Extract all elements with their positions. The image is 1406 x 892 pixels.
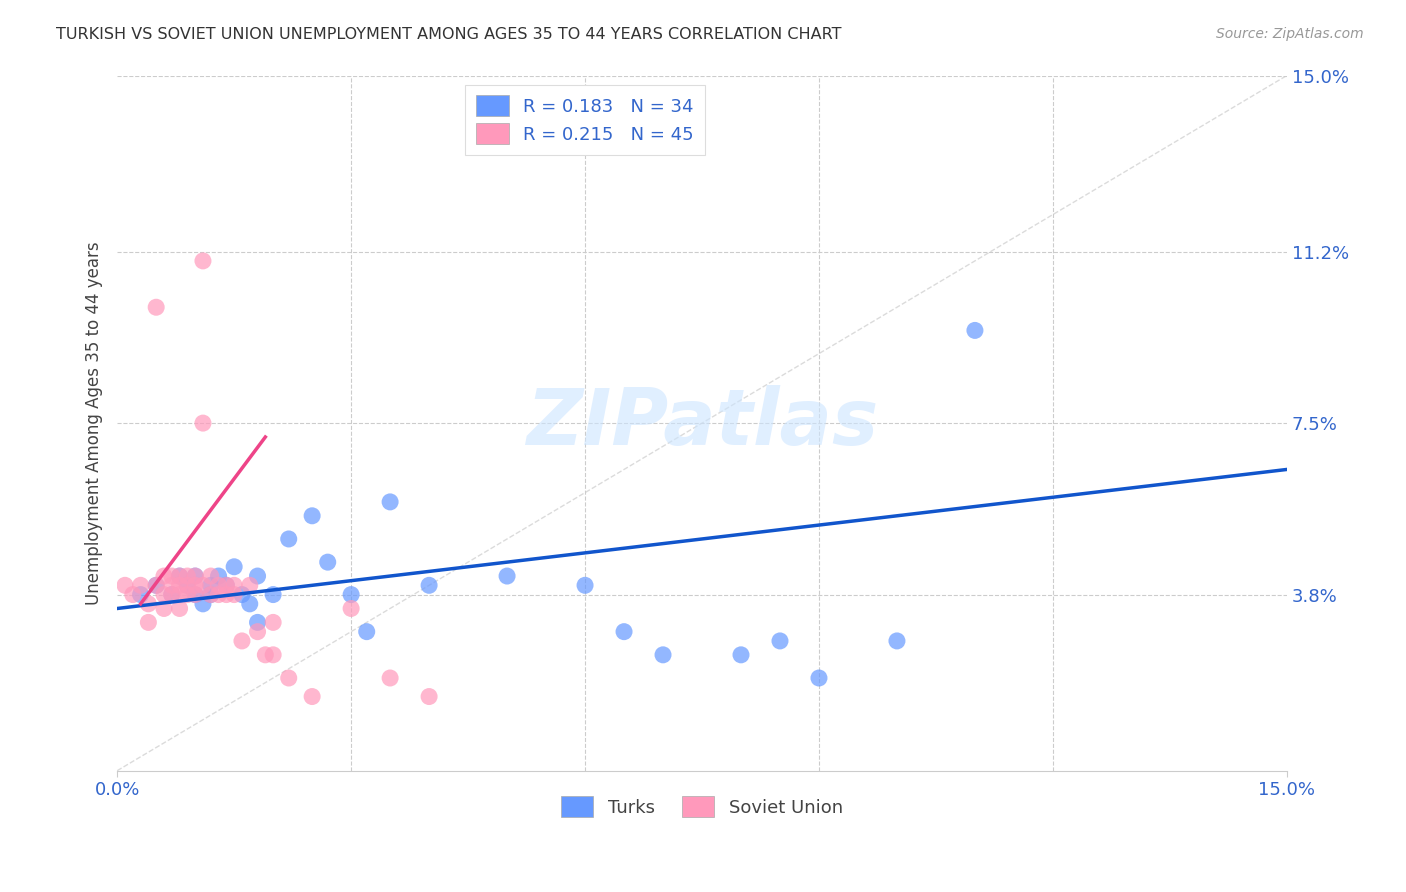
Point [145, 578, 167, 592]
Point [138, 597, 160, 611]
Point [176, 578, 198, 592]
Point [254, 648, 277, 662]
Point [224, 559, 246, 574]
Point [191, 416, 214, 430]
Point [145, 300, 167, 314]
Point [160, 588, 183, 602]
Point [378, 495, 401, 509]
Point [652, 648, 675, 662]
Point [184, 588, 207, 602]
Point [169, 578, 191, 592]
Point [886, 634, 908, 648]
Point [191, 597, 214, 611]
Point [301, 508, 323, 523]
Point [215, 578, 238, 592]
Point [200, 578, 222, 592]
Point [807, 671, 830, 685]
Point [184, 569, 207, 583]
Point [200, 588, 222, 602]
Point [239, 578, 262, 592]
Text: ZIPatlas: ZIPatlas [526, 385, 879, 461]
Point [153, 569, 176, 583]
Point [730, 648, 752, 662]
Point [246, 624, 269, 639]
Point [574, 578, 596, 592]
Text: Source: ZipAtlas.com: Source: ZipAtlas.com [1216, 27, 1364, 41]
Point [169, 601, 191, 615]
Point [200, 588, 222, 602]
Point [169, 569, 191, 583]
Point [184, 588, 207, 602]
Point [262, 588, 284, 602]
Point [215, 578, 238, 592]
Point [769, 634, 792, 648]
Point [121, 588, 143, 602]
Point [184, 578, 207, 592]
Point [153, 601, 176, 615]
Point [169, 588, 191, 602]
Point [176, 578, 198, 592]
Point [215, 588, 238, 602]
Point [160, 578, 183, 592]
Point [224, 578, 246, 592]
Point [231, 588, 253, 602]
Point [356, 624, 378, 639]
Point [153, 588, 176, 602]
Point [316, 555, 339, 569]
Point [176, 588, 198, 602]
Point [246, 615, 269, 630]
Point [262, 648, 284, 662]
Point [207, 588, 229, 602]
Point [340, 588, 363, 602]
Point [191, 578, 214, 592]
Point [496, 569, 519, 583]
Point [613, 624, 636, 639]
Point [160, 569, 183, 583]
Point [145, 578, 167, 592]
Point [160, 588, 183, 602]
Point [418, 690, 440, 704]
Point [224, 588, 246, 602]
Point [191, 253, 214, 268]
Point [114, 578, 136, 592]
Text: TURKISH VS SOVIET UNION UNEMPLOYMENT AMONG AGES 35 TO 44 YEARS CORRELATION CHART: TURKISH VS SOVIET UNION UNEMPLOYMENT AMO… [56, 27, 842, 42]
Point [169, 569, 191, 583]
Point [378, 671, 401, 685]
Legend: Turks, Soviet Union: Turks, Soviet Union [554, 789, 851, 824]
Point [301, 690, 323, 704]
Point [176, 569, 198, 583]
Point [129, 578, 152, 592]
Point [129, 588, 152, 602]
Point [418, 578, 440, 592]
Point [963, 323, 986, 337]
Point [340, 601, 363, 615]
Point [200, 569, 222, 583]
Point [207, 569, 229, 583]
Point [231, 634, 253, 648]
Y-axis label: Unemployment Among Ages 35 to 44 years: Unemployment Among Ages 35 to 44 years [86, 242, 103, 605]
Point [138, 615, 160, 630]
Point [277, 532, 299, 546]
Point [246, 569, 269, 583]
Point [207, 578, 229, 592]
Point [262, 615, 284, 630]
Point [184, 569, 207, 583]
Point [277, 671, 299, 685]
Point [239, 597, 262, 611]
